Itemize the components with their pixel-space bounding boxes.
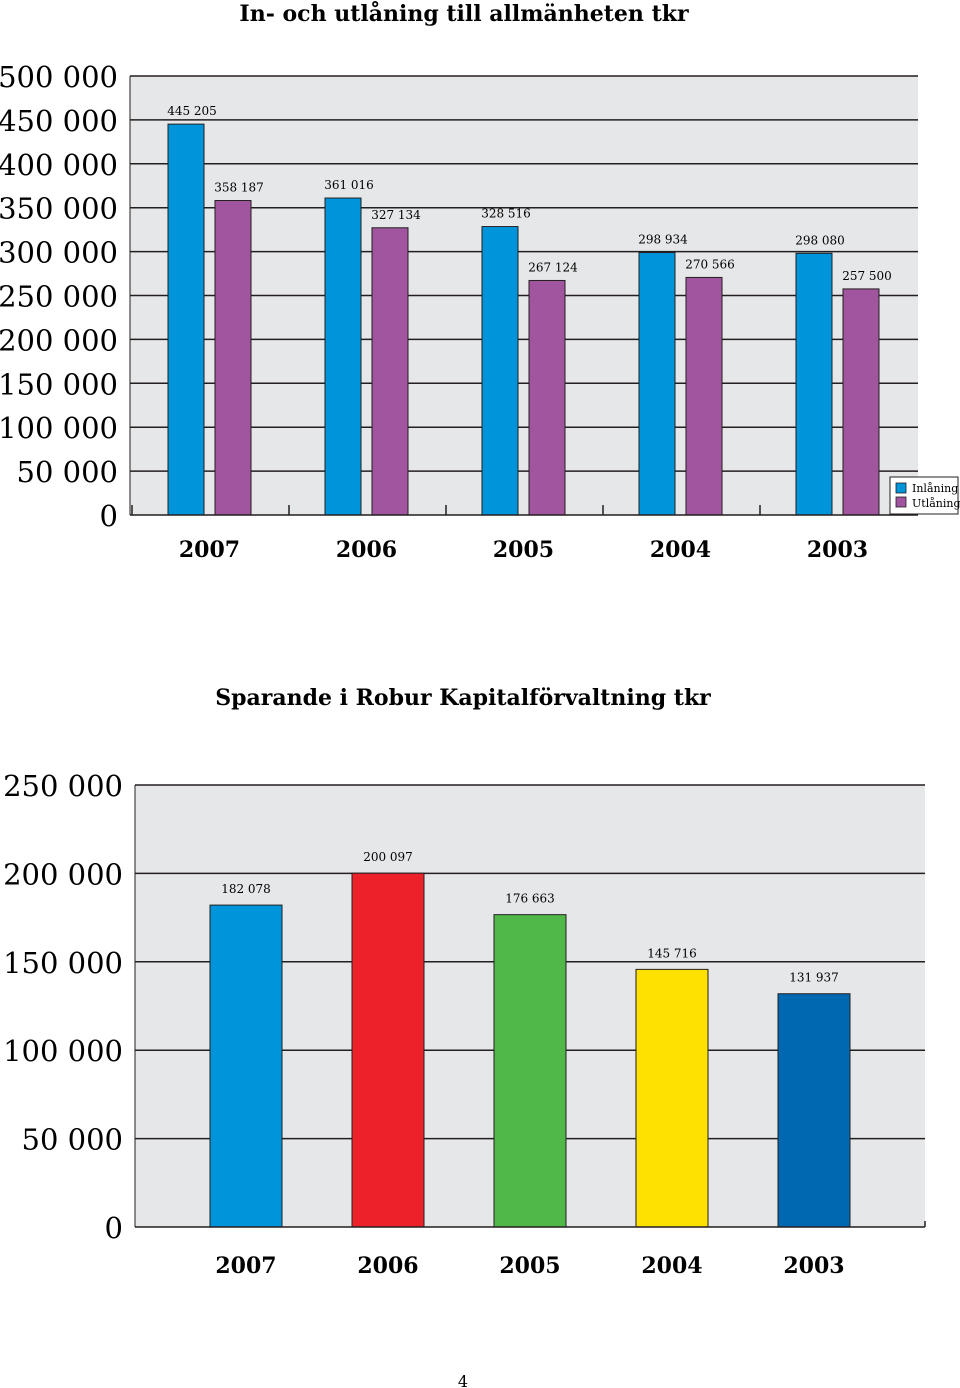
bar-inlaning: [638, 252, 676, 516]
data-label: 145 716: [647, 946, 697, 960]
savings-chart: Sparande i Robur Kapitalförvaltning tkr …: [3, 685, 926, 1279]
legend-swatch-utlaning: [895, 496, 907, 508]
bar-utlaning: [371, 227, 409, 516]
y-tick-label: 50 000: [17, 455, 118, 489]
data-label: 182 078: [221, 882, 271, 896]
x-tick-label: 2005: [499, 1253, 560, 1279]
x-tick-label: 2006: [336, 537, 397, 563]
y-tick-label: 350 000: [0, 192, 118, 226]
loan-chart-x-tick-labels: 2007 2006 2005 2004 2003: [179, 537, 868, 563]
bar-utlaning: [842, 288, 880, 516]
bar-utlaning: [528, 279, 566, 516]
bar-inlaning: [481, 226, 519, 516]
data-label: 200 097: [363, 850, 413, 864]
savings-chart-bars: [209, 872, 851, 1228]
bar: [493, 914, 567, 1228]
x-tick-label: 2004: [641, 1253, 702, 1279]
y-tick-label: 250 000: [0, 280, 118, 314]
y-tick-label: 150 000: [3, 946, 123, 980]
x-tick-label: 2004: [650, 537, 711, 563]
bar-utlaning: [214, 200, 252, 516]
legend-label-utlaning: Utlåning: [912, 497, 960, 510]
x-tick-label: 2003: [807, 537, 868, 563]
y-tick-label: 100 000: [3, 1034, 123, 1068]
bar: [777, 993, 851, 1228]
y-tick-label: 200 000: [3, 857, 123, 891]
y-tick-label: 400 000: [0, 148, 118, 182]
savings-chart-title: Sparande i Robur Kapitalförvaltning tkr: [215, 685, 711, 711]
legend-swatch-inlaning: [895, 482, 907, 494]
loan-chart-data-labels: 445 205 358 187 361 016 327 134 328 516 267 1…: [167, 104, 892, 283]
savings-chart-y-axis: 0 50 000 100 000 150 000 200 000 250 000: [3, 769, 136, 1245]
data-label: 358 187: [214, 181, 264, 195]
x-tick-label: 2003: [783, 1253, 844, 1279]
data-label: 270 566: [685, 257, 735, 271]
savings-chart-x-tick-labels: 2007 2006 2005 2004 2003: [215, 1253, 844, 1279]
x-tick-label: 2006: [357, 1253, 418, 1279]
page-number: 4: [458, 1372, 468, 1388]
data-label: 298 934: [638, 233, 688, 247]
loan-chart-legend: Inlåning Utlåning: [889, 476, 960, 515]
savings-chart-x-axis: [135, 1221, 926, 1228]
bar: [351, 872, 425, 1228]
bar: [209, 904, 283, 1228]
loan-chart-gridlines: [130, 75, 918, 472]
bar-inlaning: [324, 197, 362, 516]
legend-label-inlaning: Inlåning: [912, 482, 958, 495]
y-tick-label: 0: [100, 499, 118, 533]
loan-chart: In- och utlåning till allmänheten tkr 0 5…: [0, 1, 960, 563]
data-label: 131 937: [789, 971, 839, 985]
y-tick-label: 250 000: [3, 769, 123, 803]
data-label: 361 016: [324, 178, 374, 192]
data-label: 327 134: [371, 208, 421, 222]
loan-chart-y-axis: 0 50 000 100 000 150 000 200 000 250 000 300 0…: [0, 60, 131, 533]
data-label: 328 516: [481, 207, 531, 221]
data-label: 176 663: [505, 892, 555, 906]
data-label: 445 205: [167, 104, 217, 118]
bar: [635, 968, 709, 1228]
data-label: 257 500: [842, 269, 892, 283]
y-tick-label: 450 000: [0, 104, 118, 138]
y-tick-label: 500 000: [0, 60, 118, 94]
x-tick-label: 2007: [215, 1253, 276, 1279]
y-tick-label: 0: [105, 1211, 123, 1245]
data-label: 267 124: [528, 260, 578, 274]
y-tick-label: 300 000: [0, 236, 118, 270]
x-tick-label: 2005: [493, 537, 554, 563]
bar-inlaning: [167, 123, 205, 516]
savings-chart-data-labels: 182 078 200 097 176 663 145 716 131 937: [221, 850, 839, 985]
y-tick-label: 150 000: [0, 367, 118, 401]
y-tick-label: 200 000: [0, 323, 118, 357]
y-tick-label: 100 000: [0, 411, 118, 445]
x-tick-label: 2007: [179, 537, 240, 563]
data-label: 298 080: [795, 233, 845, 247]
bar-utlaning: [685, 276, 723, 516]
loan-chart-title: In- och utlåning till allmänheten tkr: [239, 1, 689, 27]
bar-inlaning: [795, 252, 833, 516]
loan-chart-bars: [167, 123, 880, 516]
y-tick-label: 50 000: [22, 1123, 123, 1157]
